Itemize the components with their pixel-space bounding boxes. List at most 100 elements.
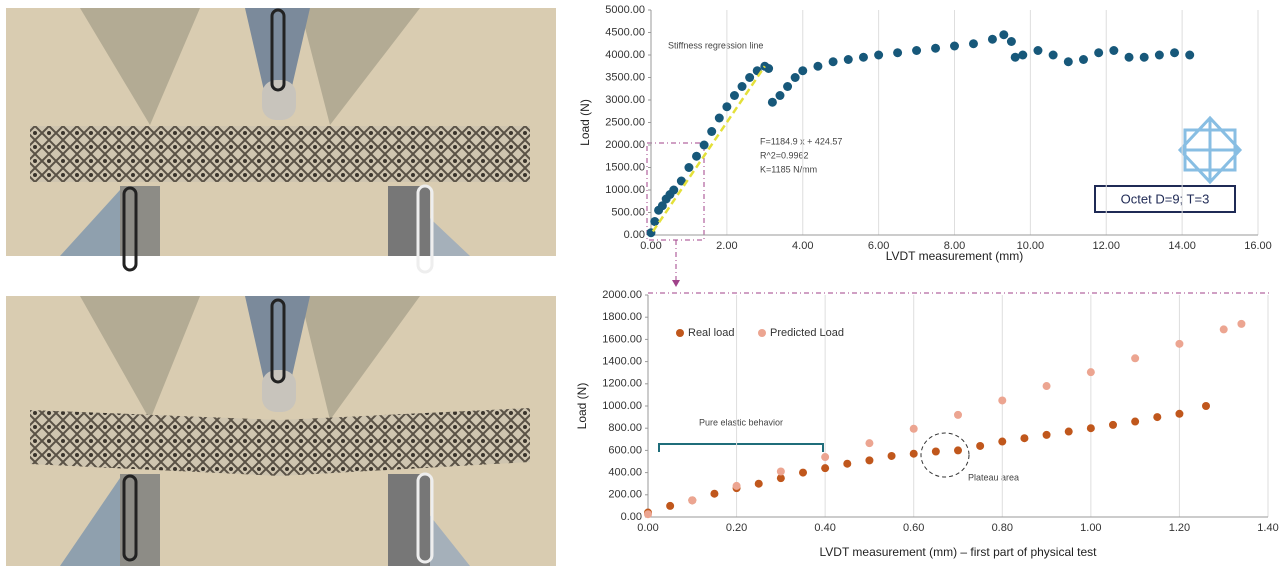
- data-point: [755, 480, 763, 488]
- data-point: [1237, 320, 1245, 328]
- x-tick-label: 0.20: [726, 522, 747, 534]
- data-point: [1125, 53, 1134, 62]
- y-tick-label: 1800.00: [602, 311, 642, 323]
- data-point: [1094, 48, 1103, 57]
- data-point: [865, 456, 873, 464]
- data-point: [1131, 418, 1139, 426]
- data-point: [1018, 51, 1027, 60]
- data-point: [730, 91, 739, 100]
- data-point: [644, 510, 652, 518]
- x-tick-label: 16.00: [1244, 240, 1272, 252]
- data-point: [798, 66, 807, 75]
- data-point: [707, 127, 716, 136]
- data-point: [844, 55, 853, 64]
- data-point: [650, 217, 659, 226]
- y-tick-label: 4500.00: [605, 26, 645, 38]
- data-point: [999, 30, 1008, 39]
- y-tick-label: 2500.00: [605, 116, 645, 128]
- data-point: [1109, 421, 1117, 429]
- data-point: [865, 439, 873, 447]
- x-tick-label: 2.00: [716, 240, 737, 252]
- data-point: [1007, 37, 1016, 46]
- y-tick-label: 1600.00: [602, 333, 642, 345]
- y-tick-label: 2000.00: [605, 139, 645, 151]
- octet-icon: [1180, 118, 1240, 182]
- data-point: [783, 82, 792, 91]
- data-point: [715, 114, 724, 123]
- data-point: [688, 496, 696, 504]
- data-point: [669, 186, 678, 195]
- y-tick-label: 0.00: [624, 229, 645, 241]
- data-point: [1202, 402, 1210, 410]
- data-point: [764, 64, 773, 73]
- data-point: [1064, 57, 1073, 66]
- data-point: [874, 51, 883, 60]
- data-point: [1170, 48, 1179, 57]
- data-point: [1153, 413, 1161, 421]
- data-point: [1033, 46, 1042, 55]
- data-point: [1175, 340, 1183, 348]
- legend-marker: [676, 329, 684, 337]
- data-point: [738, 82, 747, 91]
- y-tick-label: 0.00: [621, 511, 642, 523]
- legend-marker: [758, 329, 766, 337]
- annotation: Pure elastic behavior: [699, 417, 783, 427]
- data-point: [777, 467, 785, 475]
- x-tick-label: 1.40: [1257, 522, 1278, 534]
- data-point: [1220, 325, 1228, 333]
- data-point: [998, 396, 1006, 404]
- data-point: [1079, 55, 1088, 64]
- y-axis-label: Load (N): [575, 383, 589, 430]
- data-point: [976, 442, 984, 450]
- data-point: [859, 53, 868, 62]
- data-point: [950, 42, 959, 51]
- data-point: [893, 48, 902, 57]
- legend-label: Predicted Load: [770, 327, 844, 339]
- data-point: [954, 446, 962, 454]
- x-tick-label: 0.40: [814, 522, 835, 534]
- zoom-arrow: [672, 280, 680, 287]
- y-tick-label: 600.00: [608, 444, 642, 456]
- x-tick-label: 0.00: [637, 522, 658, 534]
- x-axis-label: LVDT measurement (mm) – first part of ph…: [820, 545, 1098, 559]
- data-point: [799, 469, 807, 477]
- y-tick-label: 800.00: [608, 422, 642, 434]
- data-point: [888, 452, 896, 460]
- data-point: [1043, 431, 1051, 439]
- data-point: [813, 62, 822, 71]
- data-point: [910, 450, 918, 458]
- data-point: [1043, 382, 1051, 390]
- data-point: [710, 490, 718, 498]
- annotation: K=1185 N/mm: [760, 164, 817, 174]
- photo-bottom: [6, 296, 556, 566]
- data-point: [1011, 53, 1020, 62]
- data-point: [700, 141, 709, 150]
- data-point: [1131, 354, 1139, 362]
- data-point: [1175, 410, 1183, 418]
- plateau-circle: [921, 433, 969, 477]
- data-point: [988, 35, 997, 44]
- y-tick-label: 1000.00: [602, 400, 642, 412]
- annotation: Plateau area: [968, 472, 1019, 482]
- y-tick-label: 1200.00: [602, 378, 642, 390]
- y-tick-label: 500.00: [611, 206, 645, 218]
- data-point: [1155, 51, 1164, 60]
- data-point: [1087, 424, 1095, 432]
- trend-line: [653, 66, 765, 231]
- data-point: [910, 425, 918, 433]
- annotation: R^2=0.9962: [760, 150, 809, 160]
- annotation: Octet D=9; T=3: [1121, 191, 1210, 206]
- data-point: [931, 44, 940, 53]
- x-tick-label: 0.80: [992, 522, 1013, 534]
- data-point: [666, 502, 674, 510]
- photo-top: [6, 8, 556, 272]
- y-tick-label: 1500.00: [605, 161, 645, 173]
- y-tick-label: 4000.00: [605, 49, 645, 61]
- x-tick-label: 4.00: [792, 240, 813, 252]
- data-point: [791, 73, 800, 82]
- x-tick-label: 1.20: [1169, 522, 1190, 534]
- data-point: [1185, 51, 1194, 60]
- y-tick-label: 3500.00: [605, 71, 645, 83]
- x-tick-label: 14.00: [1168, 240, 1196, 252]
- data-point: [692, 152, 701, 161]
